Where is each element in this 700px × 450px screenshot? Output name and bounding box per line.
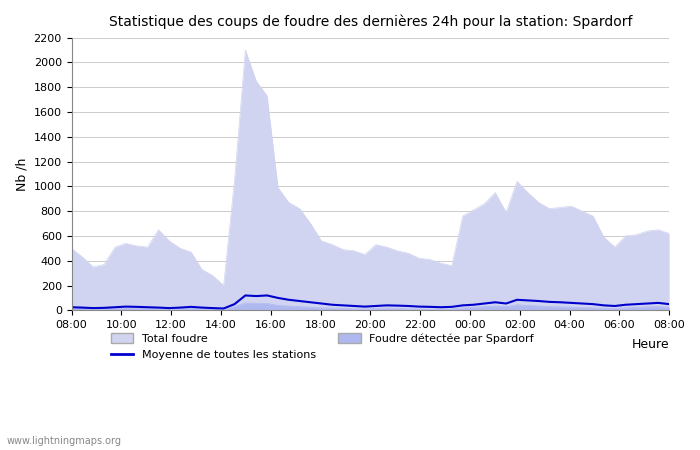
Text: www.lightningmaps.org: www.lightningmaps.org xyxy=(7,436,122,446)
Text: Heure: Heure xyxy=(631,338,669,351)
Legend: Total foudre, Moyenne de toutes les stations, Foudre détectée par Spardorf: Total foudre, Moyenne de toutes les stat… xyxy=(106,329,538,365)
Title: Statistique des coups de foudre des dernières 24h pour la station: Spardorf: Statistique des coups de foudre des dern… xyxy=(108,15,632,30)
Y-axis label: Nb /h: Nb /h xyxy=(15,158,28,191)
